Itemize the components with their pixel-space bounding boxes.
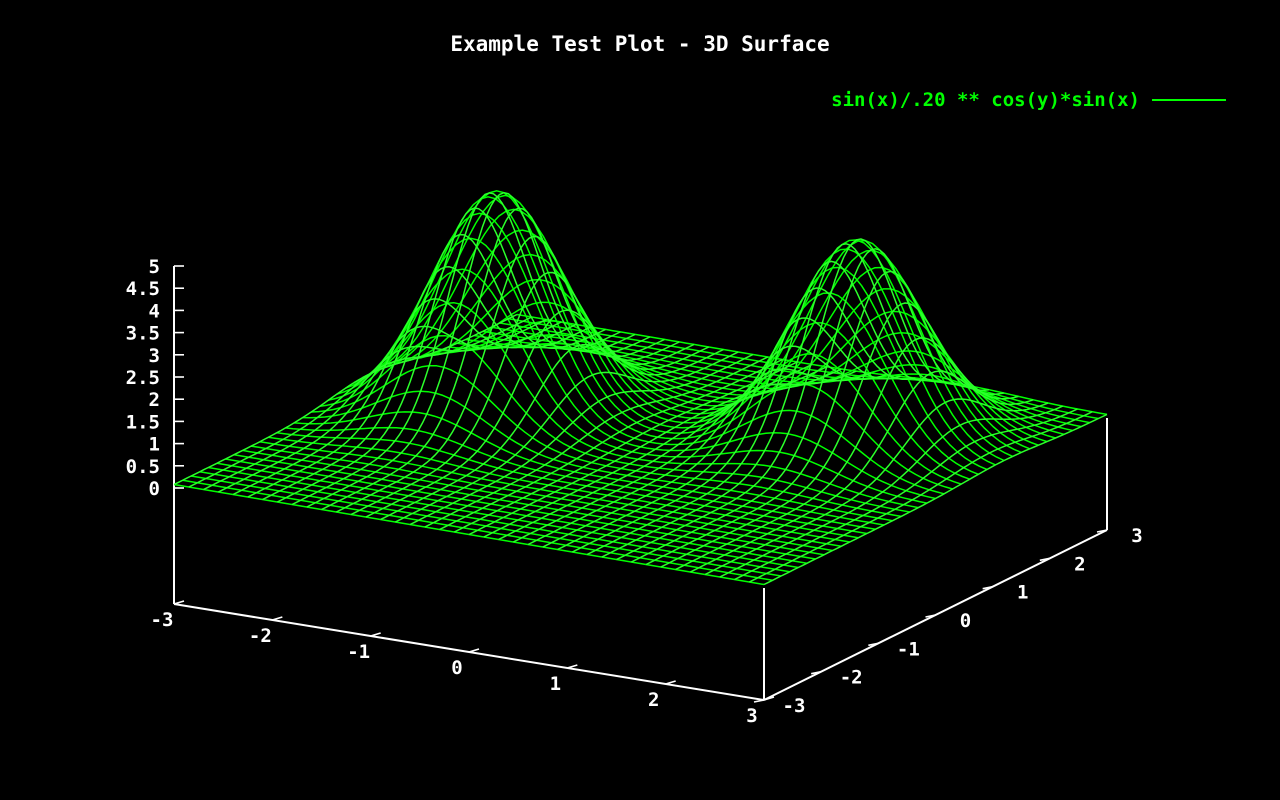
z-tick-label: 0 bbox=[149, 478, 160, 500]
y-tick-label: -2 bbox=[840, 667, 863, 689]
x-tick-mark bbox=[567, 664, 578, 669]
z-tick-label: 0.5 bbox=[126, 456, 160, 478]
mesh-line-x bbox=[247, 266, 592, 498]
y-tick-label: 2 bbox=[1074, 553, 1085, 575]
z-tick-label: 2.5 bbox=[126, 367, 160, 389]
mesh-line-x bbox=[262, 233, 606, 501]
mesh-line-x bbox=[557, 317, 901, 551]
mesh-line-x bbox=[409, 353, 754, 526]
x-tick-label: 2 bbox=[648, 689, 659, 711]
mesh-line-x bbox=[321, 207, 665, 511]
mesh-line-x bbox=[645, 270, 990, 566]
x-tick-mark bbox=[370, 632, 381, 637]
y-tick-mark bbox=[1039, 557, 1050, 562]
mesh-line-x bbox=[689, 370, 1034, 573]
x-tick-label: -1 bbox=[347, 641, 370, 663]
mesh-line-x bbox=[571, 287, 916, 553]
x-tick-mark bbox=[763, 696, 775, 701]
mesh-line-x bbox=[704, 398, 1049, 576]
legend-label: sin(x)/.20 ** cos(y)*sin(x) bbox=[831, 89, 1140, 111]
mesh-line-x bbox=[453, 361, 798, 533]
mesh-line-x bbox=[173, 313, 518, 486]
z-tick-label: 5 bbox=[149, 256, 160, 278]
z-tick-label: 1.5 bbox=[126, 411, 160, 433]
y-tick-label: 3 bbox=[1131, 525, 1142, 547]
mesh-line-x bbox=[276, 207, 621, 503]
x-tick-mark bbox=[468, 648, 480, 653]
z-tick-label: 1 bbox=[149, 434, 160, 456]
z-tick-label: 3.5 bbox=[126, 323, 160, 345]
x-tick-label: -2 bbox=[249, 625, 272, 647]
mesh-line-x bbox=[365, 309, 710, 518]
mesh-line-x bbox=[394, 351, 739, 523]
mesh-line-x bbox=[350, 271, 695, 516]
mesh-line-x bbox=[306, 191, 651, 508]
mesh-line-x bbox=[675, 337, 1019, 571]
mesh-line-x bbox=[203, 318, 547, 491]
mesh-line-x bbox=[734, 408, 1078, 581]
mesh-line-x bbox=[483, 366, 828, 538]
surface-mesh bbox=[173, 190, 1108, 586]
x-tick-mark bbox=[173, 600, 185, 605]
y-tick-mark bbox=[753, 699, 765, 703]
x-tick-label: -3 bbox=[151, 609, 174, 631]
mesh-line-y bbox=[302, 390, 893, 522]
mesh-line-x bbox=[630, 248, 975, 563]
y-tick-label: 0 bbox=[960, 610, 971, 632]
mesh-line-x bbox=[586, 260, 931, 556]
mesh-line-x bbox=[512, 370, 857, 543]
z-tick-label: 4.5 bbox=[126, 278, 160, 300]
x-tick-mark bbox=[665, 680, 676, 685]
mesh-line-x bbox=[380, 343, 724, 521]
mesh-line-x bbox=[439, 358, 783, 531]
z-tick-label: 3 bbox=[149, 345, 160, 367]
mesh-line-x bbox=[719, 405, 1064, 578]
y-tick-mark bbox=[925, 614, 936, 618]
chart-title: Example Test Plot - 3D Surface bbox=[450, 32, 829, 56]
mesh-line-x bbox=[424, 356, 769, 528]
x-tick-label: 1 bbox=[550, 673, 561, 695]
x-tick-mark bbox=[272, 616, 283, 621]
mesh-line-x bbox=[232, 298, 577, 496]
y-tick-mark bbox=[868, 642, 879, 647]
mesh-line-x bbox=[748, 411, 1093, 583]
z-tick-label: 4 bbox=[149, 300, 160, 322]
mesh-line-x bbox=[616, 238, 960, 561]
mesh-line-x bbox=[527, 368, 872, 546]
mesh-line-x bbox=[291, 192, 636, 506]
mesh-line-x bbox=[188, 316, 533, 488]
y-tick-mark bbox=[811, 670, 822, 675]
z-tick-label: 2 bbox=[149, 389, 160, 411]
mesh-line-x bbox=[763, 413, 1108, 586]
y-tick-mark bbox=[982, 585, 993, 590]
x-tick-label: 0 bbox=[451, 657, 462, 679]
y-tick-label: -1 bbox=[897, 638, 920, 660]
mesh-line-x bbox=[542, 345, 887, 548]
y-tick-label: -3 bbox=[783, 695, 806, 717]
mesh-line-x bbox=[498, 368, 842, 541]
x-tick-label: 3 bbox=[746, 705, 757, 727]
y-tick-label: 1 bbox=[1017, 582, 1028, 604]
y-tick-mark bbox=[1096, 529, 1108, 533]
